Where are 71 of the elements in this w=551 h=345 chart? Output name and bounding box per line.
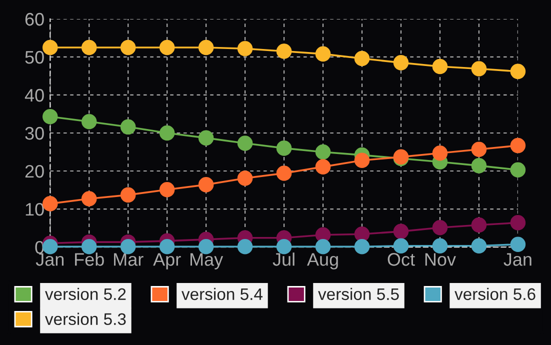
point xyxy=(315,239,331,254)
legend-label: version 5.6 xyxy=(454,288,536,300)
point xyxy=(354,152,370,168)
x-tick-label: Jan xyxy=(36,253,64,266)
point xyxy=(42,196,58,212)
point xyxy=(198,177,214,192)
point xyxy=(42,40,58,56)
point xyxy=(432,220,448,236)
point xyxy=(198,239,214,254)
point xyxy=(393,55,409,70)
point xyxy=(81,191,97,206)
point xyxy=(120,119,136,135)
legend-label: version 5.4 xyxy=(182,288,263,300)
point xyxy=(237,136,253,151)
point xyxy=(471,238,487,254)
x-tick-label: May xyxy=(190,253,224,270)
point xyxy=(510,64,526,80)
x-tick-label: Jan xyxy=(504,253,532,266)
point xyxy=(510,236,526,252)
point xyxy=(471,61,487,76)
point xyxy=(120,187,136,203)
x-tick-label: Mar xyxy=(114,253,144,266)
point xyxy=(432,146,448,161)
x-tick-label: Aug xyxy=(307,253,338,270)
point xyxy=(42,109,58,124)
point xyxy=(315,46,331,62)
point xyxy=(471,142,487,157)
point xyxy=(237,239,253,254)
x-tick-label: Oct xyxy=(388,253,415,266)
legend-label: version 5.5 xyxy=(318,288,399,300)
point xyxy=(237,40,253,56)
x-tick-label: Jul xyxy=(272,252,294,266)
y-tick-label: 30 xyxy=(25,126,44,140)
point xyxy=(276,140,292,156)
point xyxy=(315,144,331,160)
point xyxy=(471,158,487,174)
y-tick-label: 10 xyxy=(26,202,44,216)
point xyxy=(159,239,175,254)
point xyxy=(354,239,370,254)
x-tick-label: Feb xyxy=(75,252,104,266)
y-tick-label: 40 xyxy=(24,88,44,102)
point xyxy=(276,166,292,181)
y-tick-label: 60 xyxy=(25,12,44,26)
point xyxy=(198,130,214,146)
point xyxy=(510,138,526,154)
legend-label: version 5.3 xyxy=(45,312,126,326)
x-tick-label: Apr xyxy=(153,253,181,270)
point xyxy=(432,58,448,74)
y-tick-label: 20 xyxy=(25,164,44,178)
y-tick-label: 50 xyxy=(25,50,44,64)
point xyxy=(510,162,526,178)
point xyxy=(315,159,331,174)
point xyxy=(432,238,448,254)
point xyxy=(354,50,370,66)
point xyxy=(393,224,409,240)
point xyxy=(393,238,409,254)
point xyxy=(237,170,253,186)
point xyxy=(159,125,175,141)
point xyxy=(159,182,175,198)
point xyxy=(276,44,292,59)
x-tick-label: Nov xyxy=(425,253,456,266)
point xyxy=(354,226,370,242)
point xyxy=(120,239,136,254)
point xyxy=(471,217,487,233)
point xyxy=(510,215,526,230)
point xyxy=(81,114,97,130)
point xyxy=(159,40,175,56)
point xyxy=(198,40,214,56)
legend-label: version 5.2 xyxy=(45,288,126,300)
point xyxy=(120,40,136,56)
point xyxy=(81,40,97,56)
